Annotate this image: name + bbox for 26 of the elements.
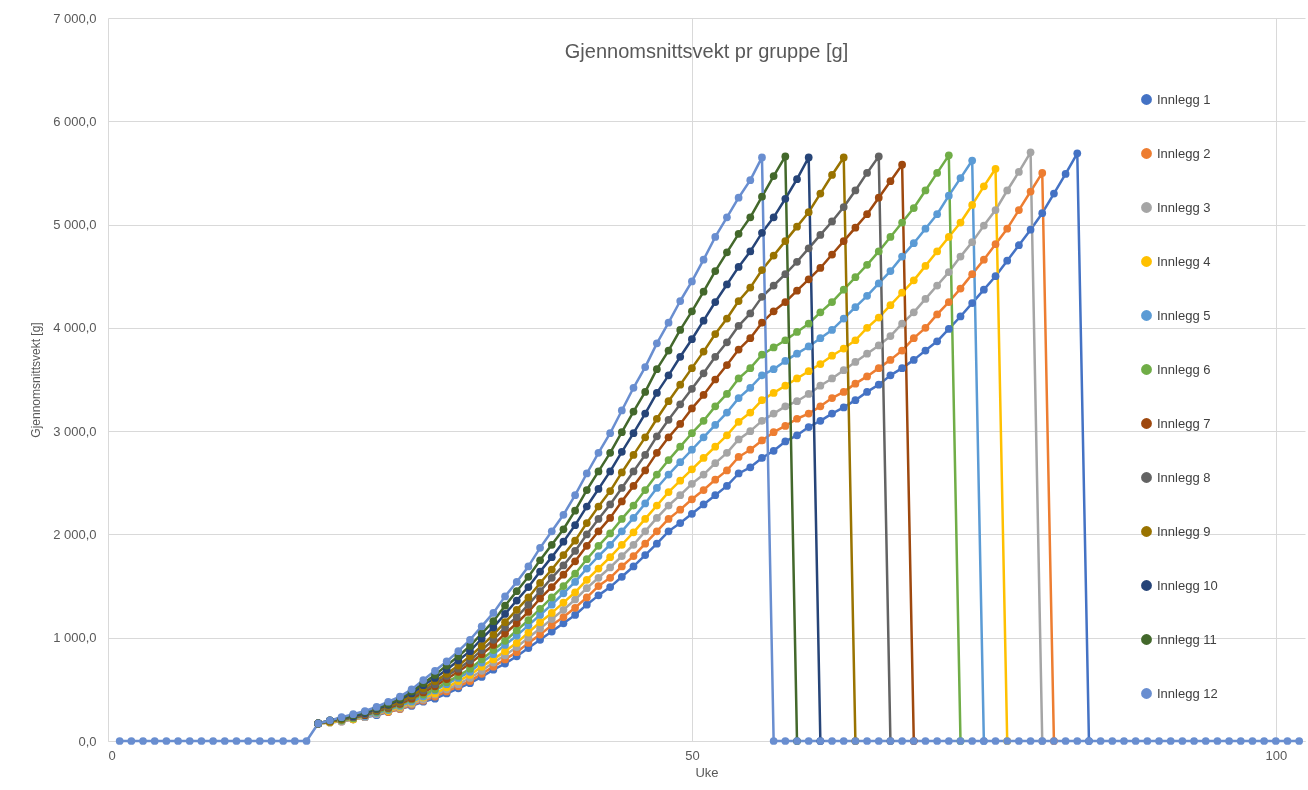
legend-label: Innlegg 7	[1157, 415, 1211, 431]
legend-label: Innlegg 11	[1157, 631, 1217, 647]
legend-label: Innlegg 12	[1157, 685, 1218, 701]
y-tick-label: 0,0	[78, 733, 97, 749]
legend-label: Innlegg 1	[1157, 91, 1211, 107]
legend-label: Innlegg 2	[1157, 145, 1211, 161]
legend-label: Innlegg 4	[1157, 253, 1211, 269]
text: Gjennomsnittsvekt pr gruppe [g]	[564, 40, 849, 62]
x-axis-title: Uke	[695, 764, 719, 780]
legend-label: Innlegg 9	[1157, 523, 1211, 539]
y-tick-label: 1 000,0	[53, 630, 97, 646]
x-tick-label: 100	[1265, 747, 1288, 763]
legend-label: Innlegg 6	[1157, 361, 1211, 377]
y-tick-label: 7 000,0	[53, 10, 97, 26]
legend-label: Innlegg 10	[1157, 577, 1218, 593]
legend-label: Innlegg 5	[1157, 307, 1211, 323]
y-tick-label: 6 000,0	[53, 113, 97, 129]
y-axis-title: Gjennomsnittsvekt [g]	[29, 322, 44, 438]
y-tick-label: 5 000,0	[53, 217, 97, 233]
y-tick-label: 3 000,0	[53, 423, 97, 439]
y-tick-label: 4 000,0	[53, 320, 97, 336]
legend-label: Innlegg 8	[1157, 469, 1211, 485]
x-tick-label: 50	[685, 747, 700, 763]
x-tick-label: 0	[108, 747, 116, 763]
legend-label: Innlegg 3	[1157, 199, 1211, 215]
y-tick-label: 2 000,0	[53, 526, 97, 542]
